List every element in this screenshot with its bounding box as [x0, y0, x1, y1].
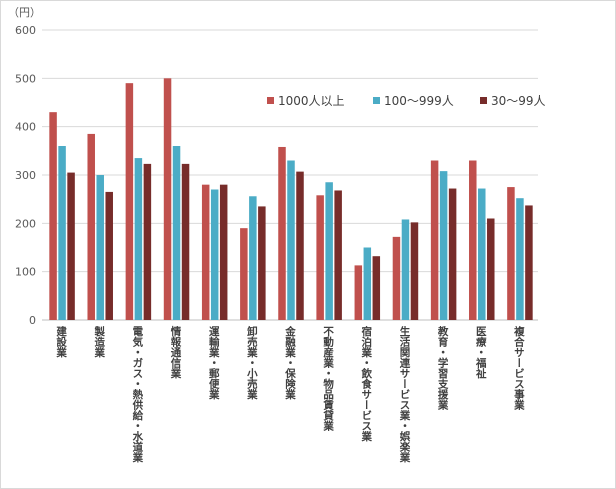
bar-3-12	[487, 218, 495, 320]
y-tick-label: 100	[15, 266, 36, 279]
x-category-label: 電気・ガス・熱供給・水道業	[131, 326, 143, 463]
bars	[49, 78, 533, 321]
bar-3-2	[105, 191, 113, 320]
x-category-label: 卸売業・小売業	[246, 325, 258, 400]
bar-2-7	[287, 160, 295, 320]
bar-1-10	[392, 236, 401, 320]
x-category-label: 複合サービス事業	[513, 325, 525, 411]
bar-3-5	[219, 184, 228, 320]
bar-2-8	[325, 182, 333, 320]
x-category-label: 情報通信業	[170, 325, 182, 379]
bar-3-4	[181, 163, 190, 320]
bar-2-11	[439, 171, 448, 320]
x-category-label: 製造業	[93, 325, 105, 358]
bar-1-8	[316, 195, 324, 320]
legend-label: 1000人以上	[278, 94, 345, 108]
bar-1-4	[163, 78, 172, 320]
bar-2-5	[210, 189, 219, 320]
x-category-label: 不動産業・物品賃貸業	[322, 326, 334, 432]
bar-2-10	[401, 219, 410, 320]
bar-1-13	[507, 187, 515, 320]
y-tick-label: 400	[15, 121, 36, 134]
bar-1-9	[354, 265, 363, 320]
legend-label: 100～999人	[384, 94, 454, 108]
bar-3-8	[334, 190, 342, 320]
bar-2-9	[363, 247, 372, 320]
legend-swatch	[373, 97, 380, 104]
x-category-label: 建設業	[55, 325, 67, 358]
bar-1-11	[430, 160, 439, 320]
legend-swatch	[267, 97, 274, 104]
bar-3-7	[296, 171, 304, 320]
bar-1-3	[125, 83, 134, 321]
x-category-label: 医療・福祉	[475, 326, 487, 379]
bar-2-1	[58, 146, 66, 320]
x-axis-labels: 建設業 製造業 電気・ガス・熱供給・水道業 情報通信業 運輸業・郵便業 卸売業・小売業 金融…	[55, 325, 525, 463]
y-tick-label: 300	[15, 169, 36, 182]
bar-3-10	[410, 222, 419, 320]
bar-3-13	[525, 205, 533, 320]
legend: 1000人以上 100～999人 30～99人	[267, 94, 546, 108]
bar-1-5	[201, 184, 210, 320]
legend-label: 30～99人	[491, 94, 546, 108]
legend-swatch	[480, 97, 487, 104]
bar-1-12	[469, 160, 477, 320]
bar-1-2	[87, 133, 95, 320]
bar-3-3	[143, 163, 152, 320]
bar-3-6	[258, 206, 266, 320]
bar-2-2	[96, 175, 104, 320]
y-tick-label: 200	[15, 217, 36, 230]
x-category-label: 金融業・保険業	[284, 325, 296, 400]
bar-2-13	[516, 198, 524, 320]
y-axis-ticks: 0 100 200 300 400 500 600	[15, 24, 36, 327]
bar-2-3	[134, 158, 143, 320]
bar-2-4	[172, 146, 181, 320]
bar-1-1	[49, 112, 57, 321]
y-tick-label: 600	[15, 24, 36, 37]
bar-1-6	[240, 228, 248, 320]
x-category-label: 運輸業・郵便業	[208, 326, 220, 400]
y-tick-label: 500	[15, 72, 36, 85]
bar-1-7	[278, 146, 286, 320]
x-category-label: 生活関連サービス業・娯楽業	[398, 325, 410, 463]
x-category-label: 教育・学習支援業	[437, 325, 449, 411]
bar-2-6	[249, 196, 257, 320]
y-unit-label: （円）	[8, 6, 41, 19]
x-category-label: 宿泊業・飲食サービス業	[360, 325, 372, 442]
y-tick-label: 0	[29, 314, 36, 327]
bar-3-11	[448, 188, 457, 320]
bar-3-1	[67, 172, 75, 320]
bar-2-12	[478, 188, 486, 320]
bar-3-9	[372, 256, 381, 320]
